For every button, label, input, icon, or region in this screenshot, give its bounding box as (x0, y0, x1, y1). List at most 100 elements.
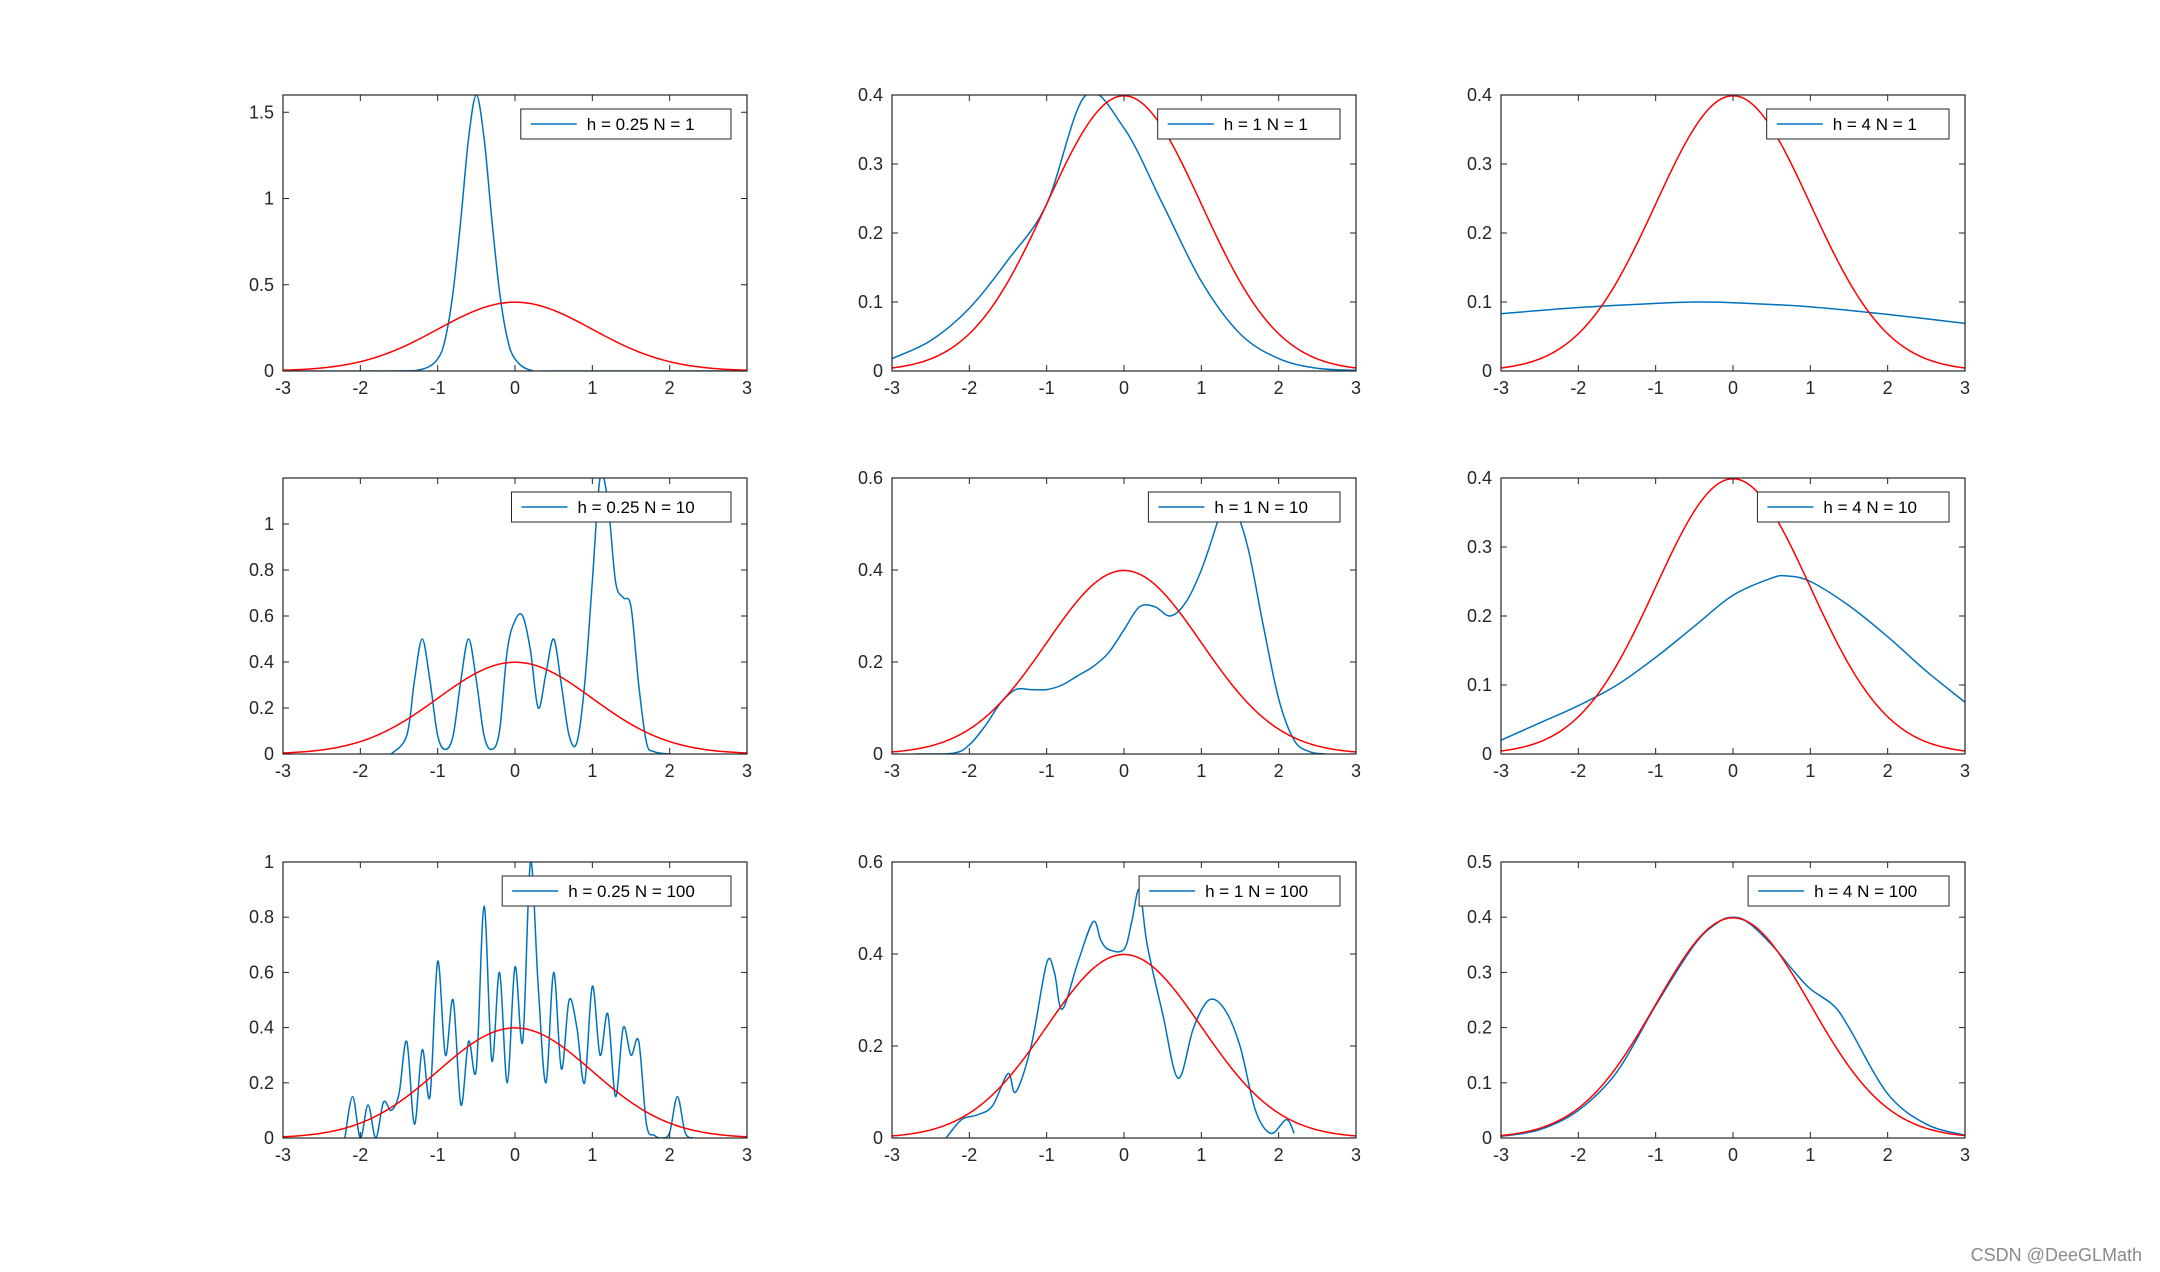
kde-estimate-line (390, 478, 670, 754)
subplot-9: -3 -2 -1 0 1 2 3 0 0.1 0.2 0.3 0.4 0.5 h = 4 N = 100 (1467, 852, 1970, 1165)
x-tick-label: -1 (430, 761, 446, 781)
x-tick-label: 2 (1274, 761, 1284, 781)
subplot-2: -3 -2 -1 0 1 2 3 0 0.1 0.2 0.3 0.4 h = 1 N = 1 (858, 85, 1361, 398)
subplot-3: -3 -2 -1 0 1 2 3 0 0.1 0.2 0.3 0.4 h = 4 N = 1 (1467, 85, 1970, 398)
y-tick-label: 0.1 (1467, 1073, 1492, 1093)
x-tick-label: 1 (1196, 761, 1206, 781)
x-tick-label: 2 (665, 378, 675, 398)
legend-label: h = 1 N = 1 (1224, 115, 1308, 134)
plot-area (283, 478, 747, 754)
legend-label: h = 4 N = 100 (1814, 882, 1917, 901)
x-tick-label: 2 (1274, 378, 1284, 398)
x-tick-label: -1 (1648, 761, 1664, 781)
x-tick-label: -3 (275, 1145, 291, 1165)
x-tick-label: -2 (1570, 1145, 1586, 1165)
x-tick-label: -2 (961, 1145, 977, 1165)
true-density-line (283, 301, 747, 371)
x-tick-label: 3 (742, 378, 752, 398)
subplot-8: -3 -2 -1 0 1 2 3 0 0.2 0.4 0.6 h = 1 N = 100 (858, 852, 1361, 1165)
legend-box (501, 875, 732, 907)
subplot-5: -3 -2 -1 0 1 2 3 0 0.2 0.4 0.6 h = 1 N = 10 (858, 468, 1361, 781)
x-tick-label: 3 (1351, 1145, 1361, 1165)
x-tick-label: -2 (352, 378, 368, 398)
x-tick-label: -2 (1570, 378, 1586, 398)
true-density-line (1501, 917, 1965, 1137)
y-tick-label: 0 (873, 1128, 883, 1148)
legend: h = 0.25 N = 100 (501, 875, 732, 907)
y-tick-label: 0 (264, 1128, 274, 1148)
x-tick-label: 3 (1960, 378, 1970, 398)
y-tick-label: 1 (264, 514, 274, 534)
x-tick-label: 1 (587, 761, 597, 781)
plot-area (892, 888, 1356, 1138)
y-tick-label: 1 (264, 852, 274, 872)
x-tick-label: 3 (1351, 378, 1361, 398)
x-tick-label: -2 (352, 761, 368, 781)
x-tick-label: 1 (587, 378, 597, 398)
y-tick-label: 0 (264, 744, 274, 764)
kde-estimate-line (892, 95, 1356, 371)
y-tick-label: 0.8 (249, 560, 274, 580)
y-tick-label: 0 (1482, 744, 1492, 764)
y-tick-label: 0.5 (249, 275, 274, 295)
x-tick-label: 0 (1119, 378, 1129, 398)
x-tick-label: 0 (510, 761, 520, 781)
x-tick-label: 3 (742, 761, 752, 781)
x-tick-label: -3 (275, 378, 291, 398)
legend: h = 0.25 N = 1 (520, 108, 732, 140)
x-tick-label: 2 (1274, 1145, 1284, 1165)
true-density-line (283, 661, 747, 754)
y-tick-label: 0 (1482, 361, 1492, 381)
x-tick-label: 3 (742, 1145, 752, 1165)
x-tick-label: -3 (1493, 761, 1509, 781)
kde-estimate-line (1501, 574, 1965, 741)
y-tick-label: 0.2 (1467, 223, 1492, 243)
true-density-line (283, 1027, 747, 1138)
y-tick-label: 0.5 (1467, 852, 1492, 872)
x-tick-label: -3 (884, 1145, 900, 1165)
kde-estimate-line (915, 493, 1326, 754)
subplot-6: -3 -2 -1 0 1 2 3 0 0.1 0.2 0.3 0.4 h = 4 N = 10 (1467, 468, 1970, 781)
x-tick-label: -2 (1570, 761, 1586, 781)
x-tick-label: 0 (510, 1145, 520, 1165)
y-tick-label: 0.3 (858, 154, 883, 174)
legend-label: h = 0.25 N = 100 (568, 882, 695, 901)
legend-label: h = 0.25 N = 1 (587, 115, 695, 134)
y-tick-label: 0.4 (858, 85, 883, 105)
x-tick-label: 3 (1960, 1145, 1970, 1165)
legend-label: h = 1 N = 100 (1205, 882, 1308, 901)
y-tick-label: 0.3 (1467, 962, 1492, 982)
y-tick-label: 0.1 (1467, 675, 1492, 695)
legend: h = 4 N = 100 (1747, 875, 1950, 907)
x-tick-label: 3 (1960, 761, 1970, 781)
y-tick-label: 0.4 (1467, 468, 1492, 488)
x-tick-label: 1 (1805, 378, 1815, 398)
x-tick-label: 0 (1728, 761, 1738, 781)
y-tick-label: 0.2 (1467, 1018, 1492, 1038)
subplot-1: -3 -2 -1 0 1 2 3 0 0.5 1 1.5 h = 0.25 N = 1 (249, 94, 752, 398)
x-tick-label: -3 (884, 761, 900, 781)
y-tick-label: 1.5 (249, 102, 274, 122)
x-tick-label: 3 (1351, 761, 1361, 781)
x-tick-label: 0 (1119, 1145, 1129, 1165)
plot-area (892, 493, 1356, 754)
y-tick-label: 1 (264, 189, 274, 209)
legend: h = 1 N = 100 (1138, 875, 1341, 907)
x-tick-label: 1 (1805, 1145, 1815, 1165)
y-tick-label: 0.6 (858, 468, 883, 488)
x-tick-label: -1 (1648, 378, 1664, 398)
y-tick-label: 0 (1482, 1128, 1492, 1148)
legend-box (1147, 491, 1341, 523)
y-tick-label: 0 (264, 361, 274, 381)
y-tick-label: 0.2 (858, 652, 883, 672)
plot-area (283, 862, 747, 1138)
x-tick-label: -1 (1039, 378, 1055, 398)
x-tick-label: -3 (1493, 1145, 1509, 1165)
legend: h = 1 N = 1 (1157, 108, 1341, 140)
y-tick-label: 0 (873, 744, 883, 764)
kde-estimate-line (344, 862, 694, 1138)
x-tick-label: 0 (1728, 378, 1738, 398)
kde-estimate-line (945, 888, 1295, 1138)
y-tick-label: 0.4 (1467, 907, 1492, 927)
